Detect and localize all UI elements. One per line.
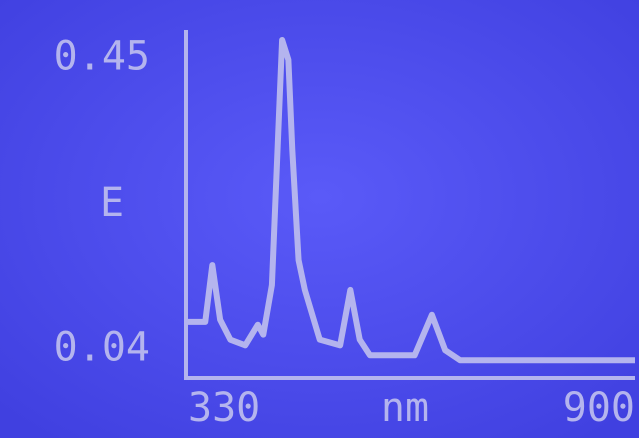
x-tick-label: 330	[188, 385, 260, 431]
y-tick-label: 0.04	[54, 325, 150, 371]
y-axis-label: E	[100, 180, 124, 226]
x-tick-label: 900	[563, 385, 635, 431]
spectrum-line	[188, 36, 635, 364]
y-tick-label: 0.45	[54, 33, 150, 79]
x-axis-label: nm	[381, 385, 429, 431]
